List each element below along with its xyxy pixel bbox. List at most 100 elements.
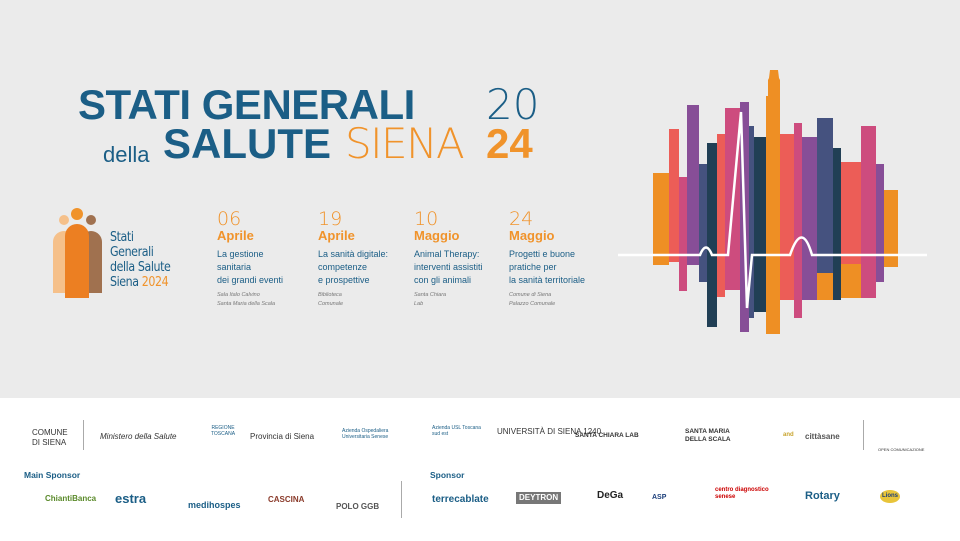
partner-logo: SANTA MARIA DELLA SCALA — [685, 428, 731, 443]
event-day: 19 — [318, 208, 343, 230]
event-3: 10 Maggio Animal Therapy: interventi assist… — [414, 210, 483, 309]
event-month: Aprile — [318, 228, 355, 243]
partner-logo: Azienda USL Toscana sud est — [432, 425, 481, 437]
partner-logo: Azienda Ospedaliera Universitaria Senese — [342, 428, 389, 440]
graphic-bar — [884, 190, 898, 267]
event-day: 06 — [217, 208, 242, 230]
sponsor-logo: Rotary — [805, 490, 840, 502]
sponsor-label: Sponsor — [430, 470, 465, 480]
main-sponsor-logo: estra — [115, 491, 147, 506]
event-month: Aprile — [217, 228, 254, 243]
graphic-bar — [699, 164, 707, 282]
title-della: della — [103, 142, 150, 167]
event-2: 19 Aprile La sanità digitale: competenze e p… — [318, 210, 388, 309]
event-title-line: la sanità territoriale — [509, 275, 586, 285]
sponsor-logo: ASP — [652, 494, 667, 501]
main-sponsor-label: Main Sponsor — [24, 470, 81, 480]
logo-line: Stati — [110, 229, 134, 245]
event-4: 24 Maggio Progetti e buone pratiche per la s… — [509, 210, 585, 309]
event-title: Animal Therapy: interventi assistiti con g… — [414, 248, 483, 287]
event-title-line: Animal Therapy: — [414, 249, 480, 259]
event-title: La gestione sanitaria dei grandi eventi — [217, 248, 283, 287]
event-place-line: Comune di Siena — [509, 292, 552, 298]
graphic-bar — [802, 137, 817, 300]
event-title: La sanità digitale: competenze e prospetti… — [318, 248, 388, 287]
divider — [863, 420, 864, 450]
main-sponsor-logo: medihospes — [188, 500, 241, 510]
event-place-line: Comunale — [318, 301, 344, 307]
event-place-line: Santa Chiara — [414, 292, 447, 298]
event-place: Comune di Siena Palazzo Comunale — [509, 291, 585, 309]
partner-logo: Ministero della Salute — [100, 432, 177, 441]
graphic-bar — [876, 164, 884, 282]
event-month: Maggio — [509, 228, 555, 243]
graphic-bar — [841, 162, 861, 264]
sponsor-logo: DEYTRON — [516, 492, 562, 504]
people-logo-icon — [53, 208, 102, 298]
title-salute: SALUTE — [163, 120, 331, 167]
sponsor-logo: Lions — [880, 490, 900, 504]
graphic-bar — [687, 105, 699, 265]
partner-logo: SANTA CHIARA LAB — [575, 432, 639, 439]
sponsor-logo: DeGa — [597, 490, 624, 501]
event-title-line: Progetti e buone — [509, 249, 576, 259]
divider — [401, 481, 402, 518]
logo-line: della Salute — [110, 259, 171, 275]
graphic-bar — [833, 148, 841, 300]
partner-logo: and — [783, 432, 794, 438]
event-place: Santa Chiara Lab — [414, 291, 483, 309]
partner-logo: UNIVERSITÀ DI SIENA 1240 — [497, 427, 602, 436]
event-title-line: La gestione — [217, 249, 264, 259]
sponsor-logo: centro diagnostico senese — [715, 487, 769, 501]
graphic-bar — [717, 134, 725, 297]
event-place-line: Santa Maria della Scala — [217, 301, 276, 307]
event-place-line: Sala Italo Calvino — [217, 292, 260, 298]
partner-logo: OPEN COMUNICAZIONE — [878, 447, 925, 452]
main-sponsor-logo: POLO GGB — [336, 502, 380, 511]
title-siena: SIENA — [345, 119, 465, 168]
graphic-bar — [794, 123, 802, 318]
event-title-line: pratiche per — [509, 262, 557, 272]
event-1: 06 Aprile La gestione sanitaria dei grandi e… — [217, 210, 283, 309]
partner-logo: Provincia di Siena — [250, 432, 315, 441]
event-title-line: La sanità digitale: — [318, 249, 389, 259]
partner-logo: REGIONE TOSCANA — [210, 425, 236, 437]
logo-siena: Siena — [110, 274, 139, 290]
title-line1: STATI GENERALI — [78, 81, 415, 128]
partner-logo: cittàsane — [805, 432, 840, 441]
event-month: Maggio — [414, 228, 460, 243]
event-title-line: competenze — [318, 262, 368, 272]
graphic-bar — [766, 96, 780, 334]
event-title: Progetti e buone pratiche per la sanità te… — [509, 248, 585, 287]
event-logo-text: Stati Generali della Salute Siena 2024 — [110, 229, 171, 290]
title-year-bottom: 24 — [486, 120, 533, 167]
event-title-line: sanitaria — [217, 262, 252, 272]
event-place: Biblioteca Comunale — [318, 291, 388, 309]
main-sponsor-logo: ChiantiBanca — [45, 494, 97, 503]
graphic-bar — [669, 129, 679, 262]
graphic-bar — [679, 177, 687, 291]
event-day: 10 — [414, 208, 439, 230]
event-place: Sala Italo Calvino Santa Maria della Scal… — [217, 291, 283, 309]
graphic-bar — [754, 137, 766, 312]
event-title-line: con gli animali — [414, 275, 472, 285]
hero-banner: STATI GENERALI 20 della SALUTE SIENA 24 … — [0, 0, 960, 398]
graphic-bar — [653, 173, 669, 265]
graphic-bar — [707, 143, 717, 327]
siena-heartbeat-graphic — [618, 70, 927, 334]
graphic-bar — [841, 264, 861, 298]
graphic-bar — [780, 134, 794, 300]
event-place-line: Biblioteca — [318, 292, 342, 298]
heartbeat-line — [618, 111, 927, 309]
event-title-line: dei grandi eventi — [217, 275, 284, 285]
graphic-bar — [817, 118, 833, 273]
event-place-line: Palazzo Comunale — [509, 301, 556, 307]
logo-year: 2024 — [141, 274, 169, 290]
logo-line: Generali — [110, 244, 154, 260]
main-sponsor-logo: CASCINA — [268, 495, 305, 504]
partner-logo: COMUNE DI SIENA — [32, 428, 68, 447]
title-year-top: 20 — [486, 80, 540, 129]
event-place-line: Lab — [414, 301, 424, 307]
graphic-bar — [817, 273, 833, 300]
event-title-line: interventi assistiti — [414, 262, 483, 272]
